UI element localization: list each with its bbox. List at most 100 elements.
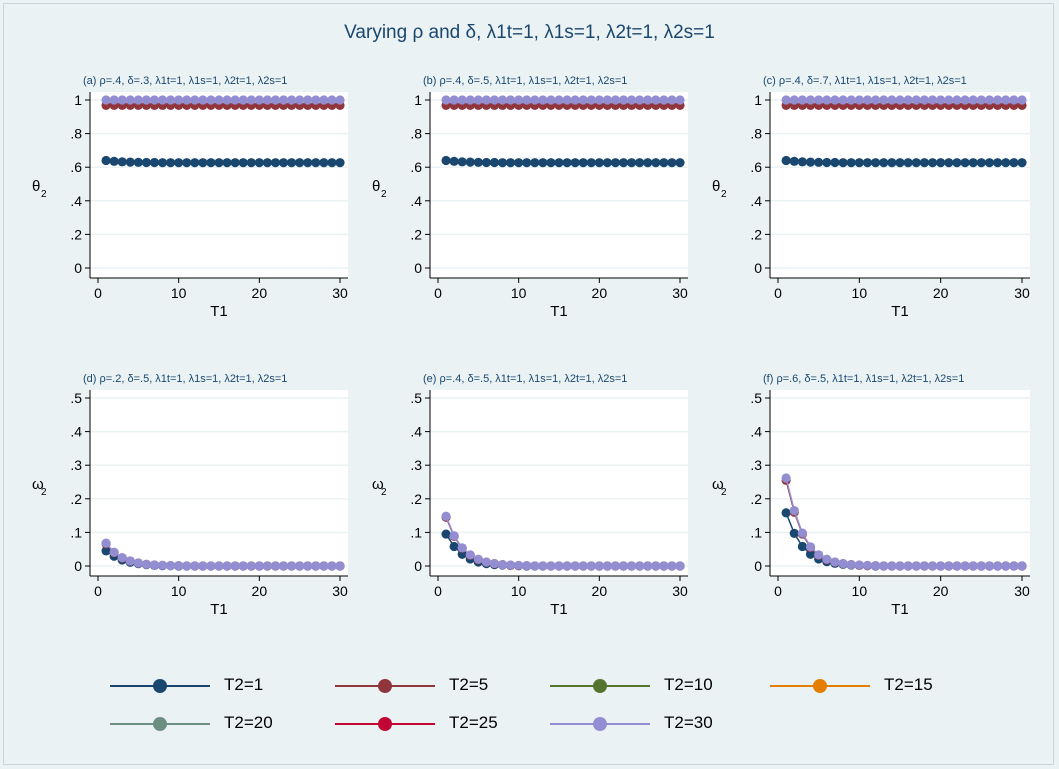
data-point [109,547,119,557]
data-point [335,561,345,571]
y-tick-label: .4 [750,193,762,209]
data-point [862,560,873,570]
data-point [594,158,604,168]
data-point [174,158,184,168]
data-point [214,561,224,571]
data-point [846,560,856,570]
data-point [594,95,604,105]
data-point [976,561,986,571]
data-point [976,95,986,105]
data-point [319,561,329,571]
data-point [522,95,532,105]
data-point [287,95,297,105]
series-t230 [441,95,685,105]
data-point [927,158,938,168]
x-tick-label: 20 [592,583,608,599]
series-t21 [441,155,685,168]
data-point [554,561,564,571]
data-point [327,95,337,105]
data-point [182,158,192,168]
data-point [522,561,532,571]
data-point [805,542,816,552]
data-point [125,95,135,105]
data-point [618,561,629,571]
data-point [993,158,1003,168]
data-point [887,561,897,571]
data-point [254,95,264,105]
data-point [117,157,127,167]
x-axis-title: T1 [210,601,228,618]
data-point [1017,95,1027,105]
data-point [797,541,808,552]
y-tick-label: .5 [70,390,82,406]
data-point [149,157,160,168]
data-point [222,95,232,105]
y-tick-label: .2 [750,491,762,507]
data-point [944,95,954,105]
data-point [838,95,848,105]
data-point [643,561,653,571]
data-point [610,158,621,168]
data-point [222,561,232,571]
x-tick-label: 30 [672,285,688,301]
data-point [546,158,556,168]
data-point [610,561,621,571]
data-point [578,158,588,168]
data-point [627,561,637,571]
data-point [862,158,873,168]
data-point [303,95,313,105]
legend-marker [378,679,392,693]
data-point [133,157,143,167]
chart-panel-4: 0 .1 .2 .3 .4 .5 0 10 20 30 T1 ω2 (e) ρ=.4, δ=.5, λ1… [372,373,688,618]
data-point [952,158,962,168]
data-point [1009,95,1019,105]
data-point [814,95,824,105]
data-point [854,95,864,105]
y-tick-label: .3 [70,457,82,473]
y-tick-label: .5 [750,390,762,406]
series-t230 [101,95,345,105]
data-point [457,95,467,105]
x-tick-label: 20 [933,285,949,301]
data-point [489,157,500,168]
data-point [278,158,289,168]
data-point [157,95,168,105]
data-point [141,559,151,569]
data-point [295,95,305,105]
data-point [562,561,572,571]
data-point [214,95,224,105]
data-point [157,158,168,168]
y-tick-label: .1 [750,524,762,540]
data-point [838,158,848,168]
data-point [481,95,491,105]
x-axis-title: T1 [550,303,568,320]
y-axis-title: ω [32,476,44,493]
y-tick-label: .4 [750,424,762,440]
data-point [911,158,921,168]
data-point [936,561,946,571]
data-point [174,561,184,571]
data-point [659,95,669,105]
x-tick-label: 10 [852,583,868,599]
data-point [586,158,596,168]
panel-title: (e) ρ=.4, δ=.5, λ1t=1, λ1s=1, λ2t=1, λ2s… [423,373,627,385]
data-point [141,95,151,105]
data-point [919,95,930,105]
plot-area [430,390,688,576]
y-axis-title-subscript: 2 [721,487,727,498]
y-tick-label: 0 [414,260,422,276]
y-axis-title-subscript: 2 [41,487,47,498]
data-point [319,158,329,168]
y-tick-label: .8 [750,126,762,142]
data-point [449,531,459,541]
data-point [554,95,564,105]
data-point [675,561,685,571]
series-t230 [781,95,1027,105]
data-point [887,158,897,168]
data-point [262,95,272,105]
data-point [303,561,313,571]
data-point [101,538,111,548]
data-point [805,157,816,167]
panel-title: (c) ρ=.4, δ=.7, λ1t=1, λ1s=1, λ2t=1, λ2s… [763,75,967,87]
